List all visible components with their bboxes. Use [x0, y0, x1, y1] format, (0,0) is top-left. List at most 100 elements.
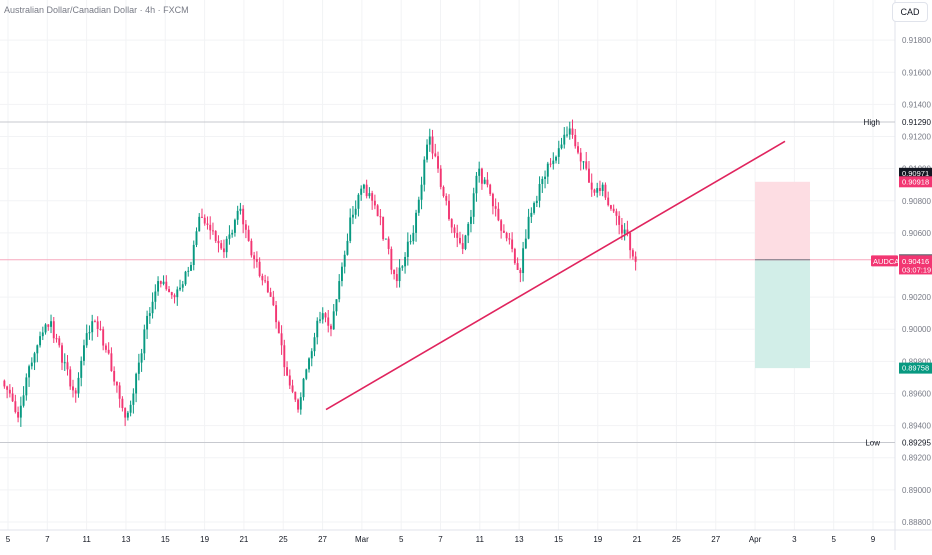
candle-body — [459, 237, 461, 244]
candle-body — [596, 188, 599, 193]
candle-body — [412, 232, 415, 242]
candle-body — [579, 152, 582, 162]
candle-body — [519, 269, 522, 274]
candle-body — [77, 377, 80, 394]
candle-body — [179, 287, 181, 290]
candle-body — [489, 184, 492, 194]
candle-body — [286, 367, 289, 376]
candle-body — [505, 232, 508, 239]
y-tick-label: 0.89200 — [902, 454, 931, 463]
currency-button[interactable]: CAD — [892, 2, 928, 22]
candle-body — [445, 195, 448, 201]
candle-body — [6, 386, 9, 390]
candle-body — [294, 391, 297, 400]
candle-body — [231, 232, 234, 235]
candle-body — [568, 128, 571, 135]
candle-body — [129, 404, 132, 413]
trendline-group[interactable] — [325, 140, 786, 411]
y-tick-label: 0.91600 — [902, 68, 931, 77]
candle-body — [305, 369, 308, 379]
candle-body — [55, 338, 58, 340]
candle-body — [376, 205, 379, 217]
take-profit-zone — [755, 259, 810, 369]
x-tick-label: 27 — [711, 535, 720, 544]
y-tick-label: 0.90600 — [902, 229, 931, 238]
y-tick-label: 0.90000 — [902, 325, 931, 334]
candle-body — [598, 188, 601, 191]
candle-body — [574, 134, 577, 147]
candle-body — [442, 186, 445, 196]
candle-body — [426, 144, 428, 160]
candle-body — [165, 281, 168, 290]
position-tool[interactable] — [0, 181, 895, 369]
candle-body — [126, 412, 129, 418]
candle-body — [66, 362, 69, 370]
candle-body — [588, 168, 590, 183]
candle-body — [17, 411, 20, 418]
candle-body — [382, 216, 385, 240]
candle-body — [626, 229, 629, 233]
time-axis[interactable]: 5 7 11 13 15 19 21 25 27 Mar 5 7 11 13 15 19 21 25 27 Apr 3 5… — [6, 535, 876, 544]
candle-body — [469, 216, 472, 224]
candle-body — [557, 148, 560, 157]
candle-body — [61, 345, 63, 363]
candle-body — [244, 224, 247, 230]
candle-body — [607, 197, 610, 206]
candle-body — [439, 168, 442, 187]
candle-body — [604, 184, 607, 198]
candle-body — [8, 389, 11, 394]
candle-body — [340, 266, 343, 282]
candle-body — [373, 200, 376, 206]
y-tick-label: 0.91400 — [902, 100, 931, 109]
candle-body — [560, 144, 563, 149]
candle-body — [313, 337, 316, 352]
candle-body — [52, 321, 55, 339]
candle-body — [631, 250, 634, 257]
candle-body — [483, 179, 486, 184]
candle-body — [623, 229, 626, 234]
candle-body — [201, 216, 203, 218]
x-tick-label: 5 — [399, 535, 404, 544]
candle-body — [549, 163, 552, 165]
candle-body — [170, 292, 173, 296]
candle-body — [28, 366, 31, 378]
candle-body — [368, 193, 371, 197]
candle-body — [253, 255, 256, 260]
candle-body — [140, 353, 143, 363]
candle-body — [184, 271, 187, 285]
price-axis[interactable]: 0.918000.916000.914000.912000.910000.908… — [902, 36, 931, 527]
candle-body — [239, 208, 242, 211]
candle-body — [247, 229, 250, 241]
x-tick-label: 21 — [633, 535, 642, 544]
candle-body — [283, 345, 286, 368]
candle-body — [431, 136, 434, 154]
candle-body — [343, 254, 346, 267]
candle-body — [11, 393, 14, 402]
candle-body — [415, 212, 418, 233]
price-tag-text: 0.90971 — [902, 169, 929, 178]
level-value: 0.91290 — [902, 118, 931, 127]
candle-body — [552, 160, 555, 165]
candle-body — [217, 240, 220, 244]
candle-body — [472, 193, 475, 217]
x-tick-label: 19 — [200, 535, 209, 544]
candles — [3, 119, 637, 427]
candle-body — [113, 370, 116, 382]
candle-body — [417, 199, 420, 213]
trendline — [325, 140, 786, 411]
y-tick-label: 0.90800 — [902, 197, 931, 206]
candle-body — [69, 369, 72, 387]
candle-body — [535, 200, 538, 204]
candle-body — [118, 385, 121, 399]
candle-body — [220, 243, 223, 249]
candle-body — [338, 281, 341, 300]
candle-body — [516, 263, 519, 270]
candle-body — [360, 188, 363, 195]
candle-body — [395, 274, 398, 282]
candle-body — [500, 220, 503, 231]
candle-body — [615, 211, 618, 216]
candle-body — [450, 219, 453, 228]
candle-body — [308, 358, 310, 370]
